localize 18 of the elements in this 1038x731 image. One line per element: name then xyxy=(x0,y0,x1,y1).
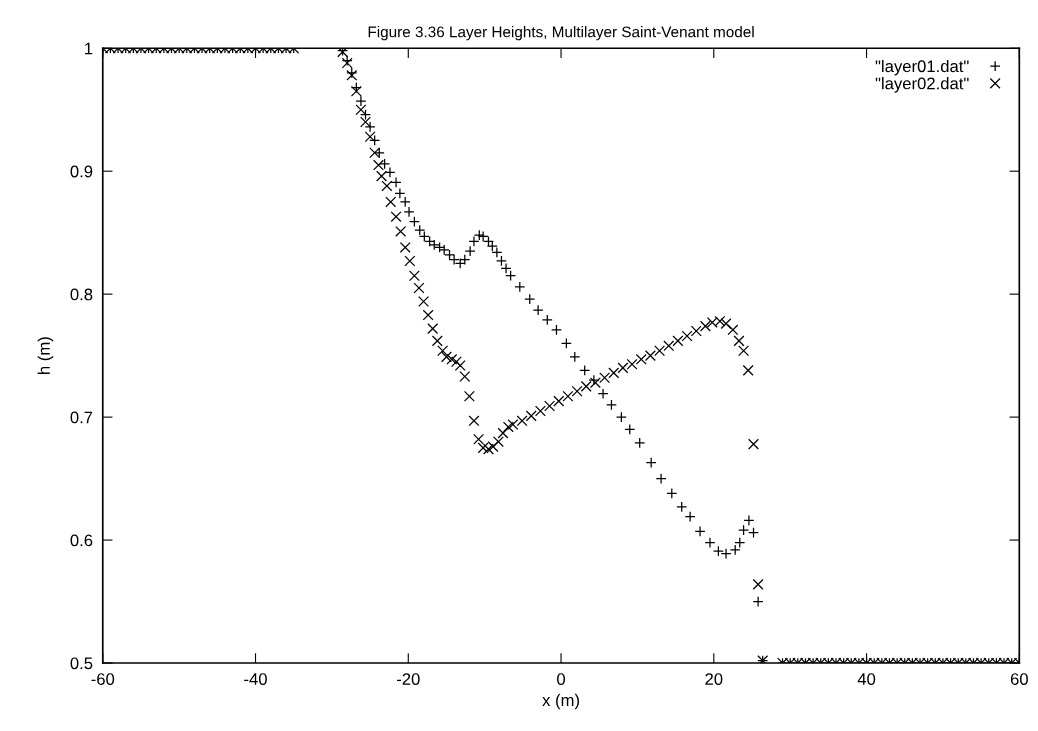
y-tick-label: 0.7 xyxy=(70,411,93,424)
x-tick-label: 20 xyxy=(705,673,723,685)
y-tick-label: 0.6 xyxy=(70,534,93,547)
chart-title: Figure 3.36 Layer Heights, Multilayer Saint-Venant model xyxy=(368,26,754,41)
y-tick-label: 0.9 xyxy=(70,165,93,178)
x-tick-label: 0 xyxy=(557,673,566,685)
y-axis-title: h (m) xyxy=(37,337,54,374)
y-tick-label: 0.8 xyxy=(70,288,93,301)
y-tick-label: 1 xyxy=(85,42,93,55)
x-tick-label: 40 xyxy=(857,673,876,685)
legend-label: "layer02.dat" xyxy=(875,77,969,93)
x-tick-label: 60 xyxy=(1010,673,1028,685)
y-tick-label: 0.5 xyxy=(70,657,93,670)
legend-label: "layer01.dat" xyxy=(875,59,969,76)
x-axis-title: x (m) xyxy=(542,693,579,710)
x-tick-label: -40 xyxy=(244,673,267,685)
x-tick-label: -20 xyxy=(396,673,420,685)
x-tick-label: -60 xyxy=(91,673,115,685)
